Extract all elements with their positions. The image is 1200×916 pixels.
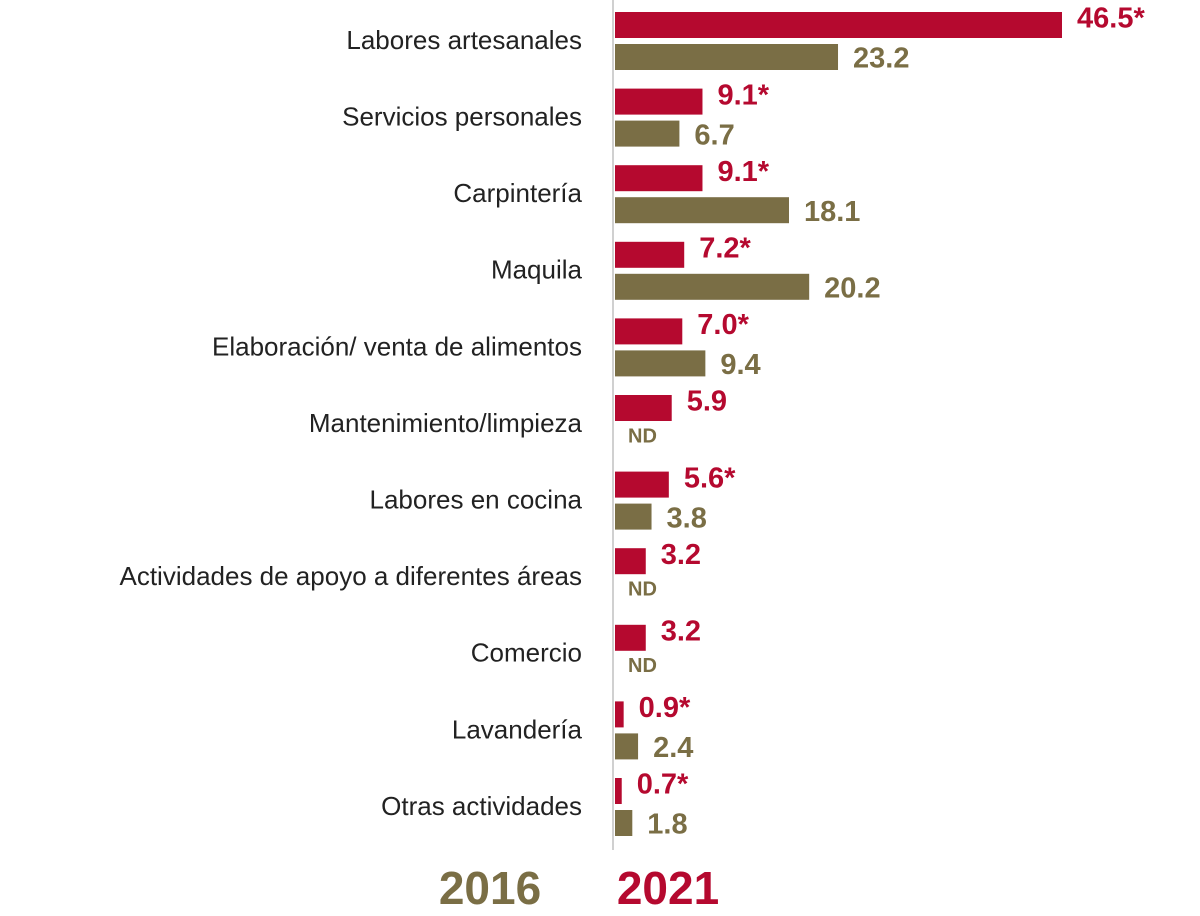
category-label: Otras actividades xyxy=(381,791,582,821)
category-label: Labores artesanales xyxy=(346,25,582,55)
bar xyxy=(615,120,680,147)
bar xyxy=(615,395,672,421)
value-label: 0.9* xyxy=(639,692,691,724)
value-label: 46.5* xyxy=(1077,3,1145,35)
bar xyxy=(615,733,639,760)
category-label: Maquila xyxy=(491,255,583,285)
value-label: 5.6* xyxy=(684,462,736,494)
bar xyxy=(615,197,789,224)
bar xyxy=(615,88,703,115)
value-label: 9.1* xyxy=(717,79,769,111)
value-label: 6.7 xyxy=(694,119,734,151)
value-label: ND xyxy=(628,578,657,600)
bar xyxy=(615,503,652,530)
value-label: 7.0* xyxy=(697,309,749,341)
value-label: 7.2* xyxy=(699,232,751,264)
category-label: Comercio xyxy=(471,638,582,668)
bar xyxy=(615,273,810,300)
bar xyxy=(615,624,646,651)
value-label: ND xyxy=(628,655,657,677)
category-label: Servicios personales xyxy=(342,101,582,131)
bar xyxy=(615,778,622,804)
bar xyxy=(615,548,646,575)
value-label: 2.4 xyxy=(653,732,693,764)
category-label: Elaboración/ venta de alimentos xyxy=(212,331,582,361)
category-label: Lavandería xyxy=(452,714,583,744)
bar xyxy=(615,471,669,498)
value-label: 3.2 xyxy=(661,615,701,647)
value-label: 5.9 xyxy=(687,386,727,418)
value-label: 3.8 xyxy=(667,502,707,534)
category-label: Mantenimiento/limpieza xyxy=(309,408,583,438)
legend-label: 2021 xyxy=(617,862,719,914)
value-label: 1.8 xyxy=(647,809,687,841)
bar xyxy=(615,241,685,268)
value-label: 0.7* xyxy=(637,769,689,801)
category-label: Carpintería xyxy=(453,178,582,208)
value-label: 9.4 xyxy=(720,349,760,381)
bar xyxy=(615,44,839,70)
bar xyxy=(615,165,703,192)
value-label: 18.1 xyxy=(804,196,860,228)
bar xyxy=(615,318,683,345)
value-label: 3.2 xyxy=(661,539,701,571)
value-label: 20.2 xyxy=(824,272,880,304)
legend-label: 2016 xyxy=(439,862,541,914)
bar xyxy=(615,12,1062,38)
category-label: Labores en cocina xyxy=(370,484,583,514)
bar xyxy=(615,810,633,836)
bar xyxy=(615,350,706,377)
category-label: Actividades de apoyo a diferentes áreas xyxy=(119,561,582,591)
value-label: 23.2 xyxy=(853,43,909,75)
value-label: ND xyxy=(628,425,657,447)
value-label: 9.1* xyxy=(717,156,769,188)
bar xyxy=(615,701,624,728)
